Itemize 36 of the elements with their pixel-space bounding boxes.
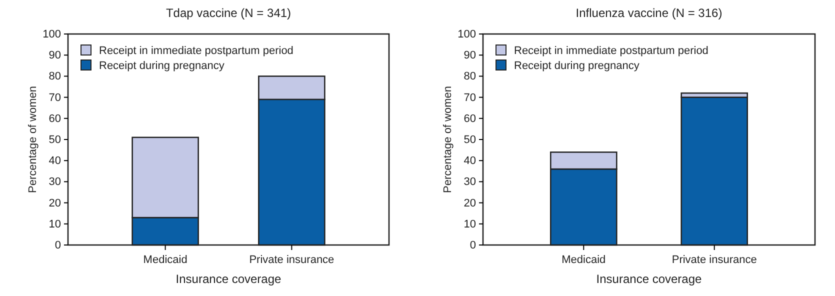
y-axis-title: Percentage of women (27, 86, 39, 194)
y-tick-label: 70 (48, 92, 61, 104)
x-axis-title: Insurance coverage (176, 272, 282, 286)
y-tick-label: 30 (464, 176, 476, 188)
y-axis-title: Percentage of women (442, 86, 454, 194)
y-tick-label: 10 (48, 218, 61, 230)
y-tick-label: 20 (48, 197, 61, 210)
y-tick-label: 50 (464, 134, 476, 146)
y-tick-label: 30 (48, 176, 61, 188)
legend-label: Receipt in immediate postpartum period (99, 45, 294, 57)
y-tick-label: 40 (464, 155, 476, 168)
y-tick-label: 60 (464, 112, 476, 125)
legend-label: Receipt during pregnancy (514, 60, 640, 72)
y-tick-label: 90 (464, 50, 476, 62)
y-tick-label: 60 (48, 112, 61, 125)
y-tick-label: 0 (470, 240, 476, 252)
y-tick-label: 90 (48, 50, 61, 62)
x-tick-label: Private insurance (672, 254, 757, 266)
y-tick-label: 0 (54, 240, 61, 252)
y-tick-label: 40 (48, 155, 61, 168)
legend-label: Receipt during pregnancy (99, 60, 225, 72)
x-tick-label: Medicaid (143, 254, 188, 266)
x-tick-label: Private insurance (249, 254, 334, 266)
chart-title: Tdap vaccine (N = 341) (166, 6, 292, 20)
y-tick-label: 20 (464, 197, 476, 210)
x-tick-label: Medicaid (562, 254, 606, 266)
legend-label: Receipt in immediate postpartum period (514, 45, 708, 57)
x-axis-title: Insurance coverage (596, 272, 702, 286)
y-tick-label: 80 (464, 70, 476, 83)
y-tick-label: 10 (464, 218, 476, 230)
y-tick-label: 100 (42, 28, 61, 41)
y-tick-label: 100 (458, 28, 476, 41)
y-tick-label: 80 (48, 70, 61, 83)
y-tick-label: 70 (464, 92, 476, 104)
y-tick-label: 50 (48, 134, 61, 146)
chart-title: Influenza vaccine (N = 316) (576, 6, 722, 20)
